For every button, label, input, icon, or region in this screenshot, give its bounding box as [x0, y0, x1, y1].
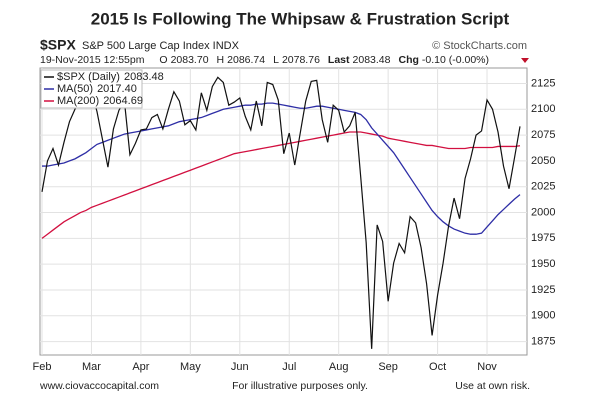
x-tick-label: Oct — [429, 361, 446, 373]
quote-value: -0.10 (-0.00%) — [422, 54, 489, 66]
quote-time: 19-Nov-2015 12:55pm — [40, 54, 145, 66]
ticker: $SPX — [40, 37, 76, 53]
grid — [40, 68, 527, 355]
x-tick-label: Nov — [477, 361, 497, 373]
quote-value: 2086.74 — [227, 54, 265, 66]
quote-label: L — [273, 54, 279, 66]
y-tick-label: 2000 — [531, 206, 555, 218]
down-arrow — [521, 58, 529, 63]
quote-line: 19-Nov-2015 12:55pm O 2083.70 H 2086.74 L 207… — [40, 54, 489, 66]
y-tick-label: 1975 — [531, 232, 555, 244]
legend-name: MA(200) — [57, 95, 99, 107]
legend-name: $SPX (Daily) — [57, 71, 120, 83]
y-tick-label: 2075 — [531, 129, 555, 141]
footer-right: Use at own risk. — [455, 380, 530, 392]
x-tick-label: Feb — [33, 361, 52, 373]
x-tick-label: Mar — [82, 361, 101, 373]
quote-label: H — [217, 54, 225, 66]
quote-value: 2083.70 — [171, 54, 209, 66]
y-tick-label: 2050 — [531, 155, 555, 167]
footer-center: For illustrative purposes only. — [232, 380, 368, 392]
quote-label: Last — [328, 54, 350, 66]
ticker-name: S&P 500 Large Cap Index INDX — [82, 40, 240, 52]
y-tick-label: 1900 — [531, 310, 555, 322]
legend-box — [40, 69, 143, 109]
series-line — [42, 102, 521, 235]
chart-title: 2015 Is Following The Whipsaw & Frustrat… — [91, 9, 510, 28]
legend-value: 2064.69 — [103, 95, 143, 107]
y-tick-label: 2025 — [531, 181, 555, 193]
x-tick-label: Sep — [378, 361, 398, 373]
x-tick-label: Apr — [132, 361, 149, 373]
legend-value: 2083.48 — [124, 71, 164, 83]
y-tick-label: 2125 — [531, 77, 555, 89]
series-line — [41, 76, 521, 349]
lines — [41, 76, 521, 349]
quote-label: Chg — [398, 54, 418, 66]
y-tick-label: 1875 — [531, 335, 555, 347]
legend-entry: $SPX (Daily) 2083.48 — [57, 71, 164, 83]
quote-label: O — [159, 54, 167, 66]
y-tick-label: 2100 — [531, 103, 555, 115]
legend-entry: MA(50) 2017.40 — [57, 83, 137, 95]
x-tick-label: May — [180, 361, 201, 373]
legend-name: MA(50) — [57, 83, 93, 95]
quote-value: 2078.76 — [282, 54, 320, 66]
legend-entry: MA(200) 2064.69 — [57, 95, 143, 107]
x-tick-label: Jun — [231, 361, 249, 373]
quote-value: 2083.48 — [353, 54, 391, 66]
footer-left: www.ciovaccocapital.com — [39, 380, 159, 392]
series-line — [41, 131, 521, 239]
legend-value: 2017.40 — [97, 83, 137, 95]
y-tick-label: 1925 — [531, 284, 555, 296]
source: © StockCharts.com — [432, 40, 527, 52]
x-tick-label: Aug — [329, 361, 349, 373]
plot-frame — [39, 67, 528, 356]
x-tick-label: Jul — [282, 361, 296, 373]
y-tick-label: 1950 — [531, 258, 555, 270]
